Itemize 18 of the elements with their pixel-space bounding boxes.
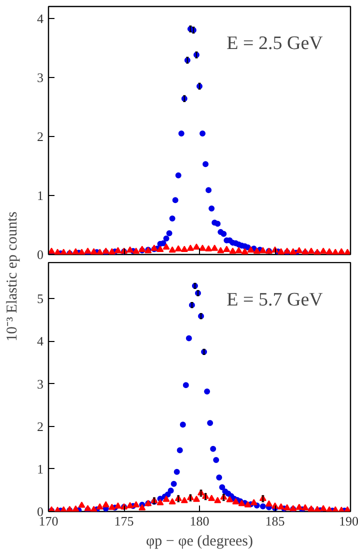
y-tick-label: 4 xyxy=(37,334,44,349)
y-tick-label: 2 xyxy=(37,128,44,144)
y-tick-label: 3 xyxy=(37,376,44,392)
y-tick-label: 3 xyxy=(37,70,44,85)
y-tick-label: 1 xyxy=(37,461,44,476)
y-tick-label: 4 xyxy=(37,10,44,26)
x-axis-title: φp − φe (degrees) xyxy=(146,534,253,550)
x-tick-label: 180 xyxy=(190,514,210,528)
annotation: E = 2.5 GeV xyxy=(226,33,324,54)
y-axis-title: 10⁻³ Elastic ep counts xyxy=(4,211,20,342)
annotation: E = 5.7 GeV xyxy=(226,289,324,310)
x-tick-label: 185 xyxy=(265,514,285,528)
x-tick-label: 175 xyxy=(114,514,134,528)
y-tick-label: 5 xyxy=(37,291,44,306)
y-tick-label: 2 xyxy=(37,418,44,434)
y-tick-label: 1 xyxy=(37,188,44,203)
y-tick-label: 0 xyxy=(37,247,44,262)
x-tick-label: 190 xyxy=(339,514,358,528)
